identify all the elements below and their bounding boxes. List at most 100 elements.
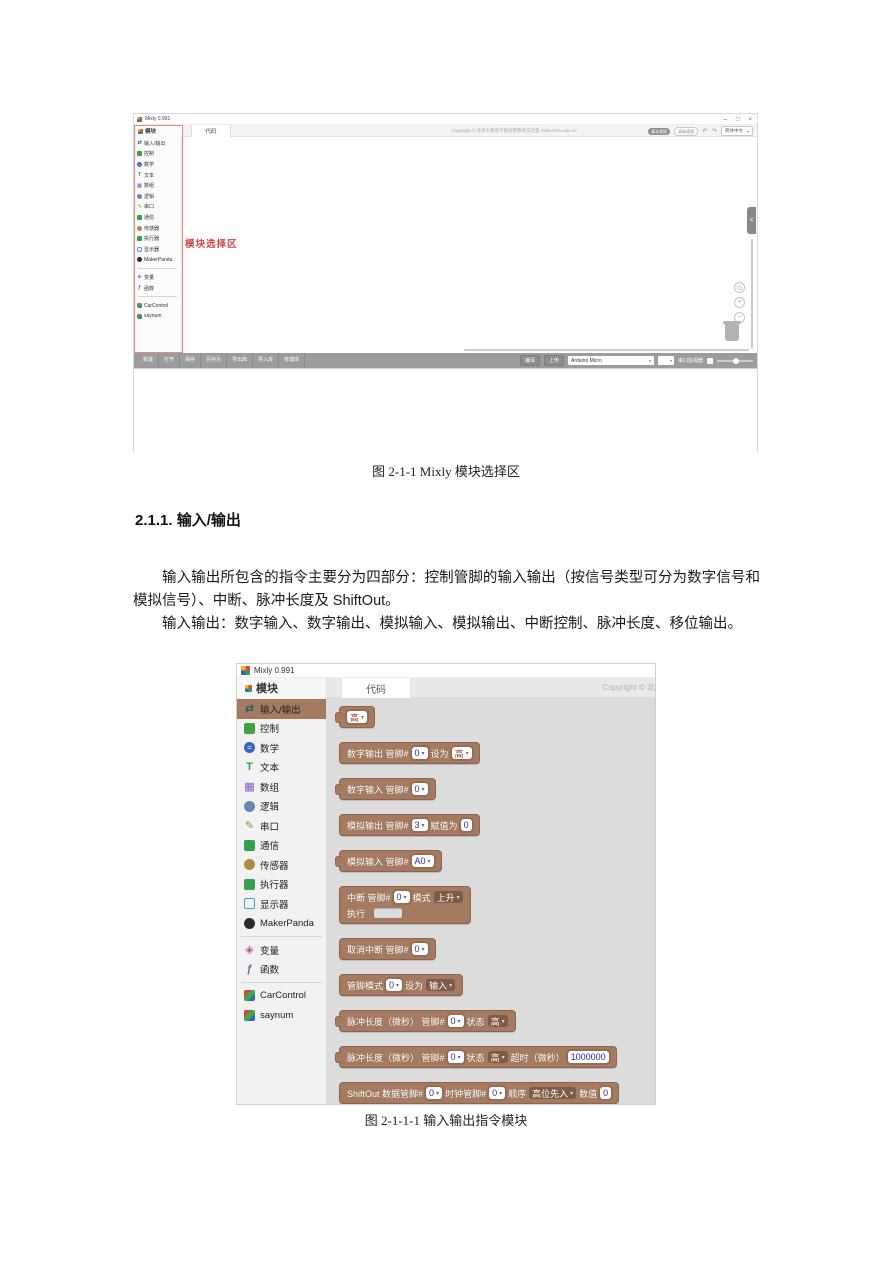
category-math[interactable]: = 数学 [134,159,181,170]
block-dropdown-field[interactable]: 高位先入 ▾ [529,1087,577,1099]
toolbar-button-6[interactable]: 管理库 [279,353,306,368]
category-carcontrol[interactable]: CarControl [237,986,326,1006]
tab-blocks[interactable]: 模块 [237,678,327,698]
block-dropdown-field[interactable]: 0 ▾ [447,1015,464,1027]
block-number-field[interactable]: 0 [460,819,472,831]
category-math[interactable]: = 数学 [237,738,326,758]
close-icon[interactable]: × [748,116,752,123]
toolbar-button-4[interactable]: 导出库 [227,353,254,368]
block-dropdown-field[interactable]: 0 ▾ [411,783,428,795]
category-comm[interactable]: 通信 [134,212,181,223]
block-dropdown-field[interactable]: 高 ▾ [487,1051,508,1063]
category-function[interactable]: ƒ 函数 [237,960,326,980]
workspace-canvas[interactable]: 模块选择区 < ⊙ + − [182,137,757,353]
category-makerpanda[interactable]: MakerPanda [237,914,326,934]
tab-code[interactable]: 代码 [341,678,411,698]
toolbar-button-1[interactable]: 打开 [159,353,181,368]
block-dropdown-field[interactable]: 3 ▾ [411,819,428,831]
category-variable[interactable]: ◈ 变量 [134,272,181,283]
category-text[interactable]: T 文本 [237,758,326,778]
toolbar-button-5[interactable]: 导入库 [253,353,280,368]
category-actuator[interactable]: 执行器 [237,875,326,895]
high-low-value-block[interactable]: 高 ▾ [334,706,376,728]
block-dropdown-field[interactable]: 高 ▾ [487,1015,508,1027]
tab-blocks[interactable]: 模块 [134,125,182,137]
category-display[interactable]: 显示器 [237,894,326,914]
field-value: A0 [414,856,426,866]
block-dropdown-field[interactable]: A0 ▾ [411,855,434,867]
block-dropdown-field[interactable]: 0 ▾ [447,1051,464,1063]
category-carcontrol[interactable]: CarControl [134,300,181,311]
category-sensor[interactable]: 传感器 [134,223,181,234]
detach-interrupt-block[interactable]: 取消中断 管脚# 0 ▾ [339,938,436,960]
category-io[interactable]: ⇄ 输入/输出 [237,699,326,719]
category-array[interactable]: ▦ 数组 [237,777,326,797]
block-dropdown-field[interactable]: 0 ▾ [426,1087,443,1099]
language-select[interactable]: 简体中文 [720,126,753,136]
digital-write-block[interactable]: 数字输出 管脚# 0 ▾ 设为高 ▾ [339,742,480,764]
toolbar-button-0[interactable]: 新建 [138,353,160,368]
sidebar-divider [241,982,322,983]
zoom-reset-button[interactable]: ⊙ [734,282,745,293]
category-text[interactable]: T 文本 [134,170,181,181]
category-logic[interactable]: 逻辑 [237,797,326,817]
pulse-in-block[interactable]: 脉冲长度（微秒） 管脚# 0 ▾ 状态高 ▾ [335,1010,516,1032]
compile-button[interactable]: 编译 [519,355,540,366]
category-saynum[interactable]: saynum [134,311,181,322]
category-sensor[interactable]: 传感器 [237,855,326,875]
block-dropdown-field[interactable]: 高 ▾ [451,747,472,759]
category-makerpanda[interactable]: MakerPanda [134,255,181,266]
redo-icon[interactable]: ↷ [711,128,717,135]
block-dropdown-field[interactable]: 0 ▾ [489,1087,506,1099]
horizontal-scrollbar[interactable] [464,349,749,351]
sidebar-divider [241,936,322,937]
undo-icon[interactable]: ↶ [702,128,708,135]
trash-icon[interactable] [723,321,741,341]
category-saynum[interactable]: saynum [237,1006,326,1026]
category-logic[interactable]: 逻辑 [134,191,181,202]
toolbar-button-3[interactable]: 另存为 [201,353,228,368]
category-serial[interactable]: ✎ 串口 [237,816,326,836]
category-control[interactable]: 控制 [237,719,326,739]
maximize-icon[interactable]: □ [735,116,740,123]
category-array[interactable]: ▦ 数组 [134,180,181,191]
attach-interrupt-block[interactable]: 中断 管脚# 0 ▾ 模式 上升 ▾ 执行 [339,886,471,924]
collapse-panel-handle[interactable]: < [747,207,756,234]
shift-out-block[interactable]: ShiftOut 数据管脚# 0 ▾ 时钟管脚# 0 ▾ 顺序 高位先入 ▾ 数值 0 [339,1082,620,1104]
vertical-scrollbar[interactable] [751,239,753,349]
tab-code[interactable]: 代码 [191,125,231,137]
category-serial[interactable]: ✎ 串口 [134,202,181,213]
block-dropdown-field[interactable]: 0 ▾ [411,747,428,759]
zoom-in-button[interactable]: + [734,297,745,308]
category-io[interactable]: ⇄ 输入/输出 [134,138,181,149]
toolbar-button-2[interactable]: 保存 [180,353,202,368]
serial-monitor-toggle[interactable] [707,357,713,364]
block-dropdown-field[interactable]: 输入 ▾ [426,979,456,991]
category-control[interactable]: 控制 [134,149,181,160]
board-select[interactable]: Arduino Micro [567,356,654,365]
block-number-field[interactable]: 0 [600,1087,612,1099]
category-display[interactable]: 显示器 [134,244,181,255]
category-actuator[interactable]: 执行器 [134,233,181,244]
block-dropdown-field[interactable]: 0 ▾ [393,891,410,903]
block-dropdown-field[interactable]: 0 ▾ [411,943,428,955]
category-variable[interactable]: ◈ 变量 [237,940,326,960]
minimize-icon[interactable]: – [723,116,727,123]
slider-knob[interactable] [733,357,739,364]
digital-read-block[interactable]: 数字输入 管脚# 0 ▾ [335,778,436,800]
com-port-select[interactable] [657,356,674,365]
toolbar-slider[interactable] [717,356,753,365]
upload-button[interactable]: 上传 [543,355,564,366]
view-toggle-basic[interactable]: 基本视图 [648,127,671,135]
category-function[interactable]: ƒ 函数 [134,283,181,294]
block-dropdown-field[interactable]: 上升 ▾ [433,891,463,903]
view-toggle-advanced[interactable]: 高级视图 [674,126,699,136]
category-comm[interactable]: 通信 [237,836,326,856]
pulse-in-timeout-block[interactable]: 脉冲长度（微秒） 管脚# 0 ▾ 状态高 ▾ 超时（微秒） 1000000 [335,1046,617,1068]
analog-write-block[interactable]: 模拟输出 管脚# 3 ▾ 赋值为 0 [339,814,480,836]
block-number-field[interactable]: 1000000 [567,1051,609,1063]
block-dropdown-field[interactable]: 0 ▾ [386,979,403,991]
block-dropdown-field[interactable]: 高 ▾ [347,711,368,723]
pin-mode-block[interactable]: 管脚模式 0 ▾ 设为 输入 ▾ [339,974,464,996]
analog-read-block[interactable]: 模拟输入 管脚# A0 ▾ [335,850,442,872]
